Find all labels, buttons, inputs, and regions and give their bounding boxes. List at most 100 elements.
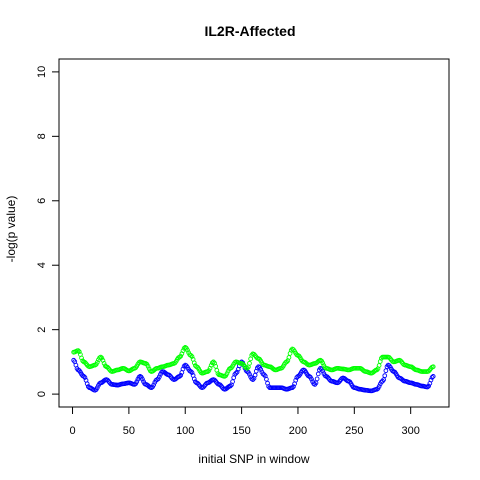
y-tick-label: 8 — [36, 133, 48, 139]
data-point — [293, 377, 299, 383]
data-point — [105, 377, 110, 383]
data-point — [84, 381, 90, 387]
x-tick-label: 250 — [345, 425, 363, 437]
data-point — [94, 385, 100, 391]
data-point — [178, 353, 184, 359]
y-axis: 0 2 4 6 8 10 — [36, 66, 60, 397]
data-point — [180, 366, 186, 372]
data-point — [240, 361, 246, 367]
data-point — [81, 374, 87, 379]
data-point — [430, 374, 436, 379]
y-tick-label: 4 — [36, 262, 48, 268]
data-point — [247, 371, 252, 377]
data-point — [429, 375, 435, 380]
data-point — [381, 377, 386, 383]
data-point — [382, 373, 388, 379]
x-tick-label: 0 — [69, 425, 75, 437]
data-point — [189, 370, 195, 375]
data-point — [82, 375, 88, 380]
data-point — [140, 376, 145, 382]
data-point — [291, 384, 296, 389]
data-point — [94, 359, 100, 365]
data-point — [134, 379, 140, 385]
data-point — [386, 355, 392, 360]
x-tick-label: 50 — [123, 425, 135, 437]
data-point — [230, 379, 235, 384]
data-point — [76, 349, 82, 355]
data-point — [180, 348, 186, 354]
y-axis-label: -log(p value) — [4, 196, 18, 263]
data-point — [258, 367, 264, 372]
data-point — [167, 372, 172, 378]
data-point — [251, 351, 257, 357]
series-1 — [71, 357, 436, 394]
data-point — [376, 363, 382, 368]
data-point — [264, 376, 269, 382]
data-point — [425, 384, 430, 390]
data-point — [101, 361, 107, 366]
data-point — [145, 363, 151, 369]
x-axis: 0 50 100 150 200 250 300 — [69, 406, 420, 437]
data-point — [286, 355, 292, 360]
data-point — [189, 354, 195, 359]
data-point — [428, 377, 434, 383]
y-tick-label: 0 — [36, 391, 48, 397]
data-point — [289, 385, 295, 391]
data-point — [177, 354, 182, 360]
data-point — [374, 367, 380, 373]
data-point — [205, 369, 211, 374]
data-point — [79, 355, 84, 361]
y-tick-label: 6 — [36, 198, 48, 204]
data-point — [284, 359, 290, 365]
data-point — [206, 368, 212, 373]
data-point — [247, 360, 252, 366]
data-point — [99, 355, 105, 361]
data-point — [261, 372, 267, 378]
y-tick-label: 2 — [36, 327, 48, 333]
data-point — [383, 368, 389, 374]
data-point — [151, 382, 157, 388]
data-point — [320, 360, 326, 366]
data-point — [227, 383, 233, 389]
data-point — [188, 353, 194, 358]
data-point — [314, 376, 320, 382]
data-point — [82, 360, 88, 365]
data-point — [336, 380, 341, 385]
data-point — [185, 347, 190, 353]
data-series — [71, 345, 436, 394]
data-point — [177, 374, 182, 379]
data-point — [181, 345, 187, 351]
data-point — [324, 374, 330, 380]
chart-title: IL2R-Affected — [204, 23, 295, 39]
data-point — [195, 380, 200, 386]
data-point — [430, 364, 436, 370]
data-point — [178, 372, 184, 378]
data-point — [105, 364, 110, 370]
x-axis-label: initial SNP in window — [198, 452, 309, 466]
data-point — [211, 359, 216, 365]
data-point — [188, 369, 194, 374]
data-point — [398, 358, 403, 364]
data-point — [75, 348, 81, 353]
data-point — [250, 377, 256, 382]
data-point — [313, 380, 319, 386]
data-point — [233, 370, 239, 376]
data-point — [234, 369, 240, 375]
data-point — [200, 384, 206, 390]
data-point — [426, 383, 432, 389]
data-point — [224, 371, 230, 376]
series-2 — [71, 345, 436, 379]
data-point — [191, 376, 197, 382]
data-point — [208, 362, 214, 368]
x-tick-label: 100 — [176, 425, 194, 437]
data-point — [156, 374, 162, 380]
data-point — [252, 372, 258, 378]
data-point — [191, 360, 197, 366]
data-point — [309, 376, 314, 382]
x-tick-label: 300 — [401, 425, 419, 437]
data-point — [320, 368, 326, 374]
data-point — [217, 382, 223, 388]
y-tick-label: 10 — [36, 66, 48, 78]
data-point — [213, 363, 219, 369]
